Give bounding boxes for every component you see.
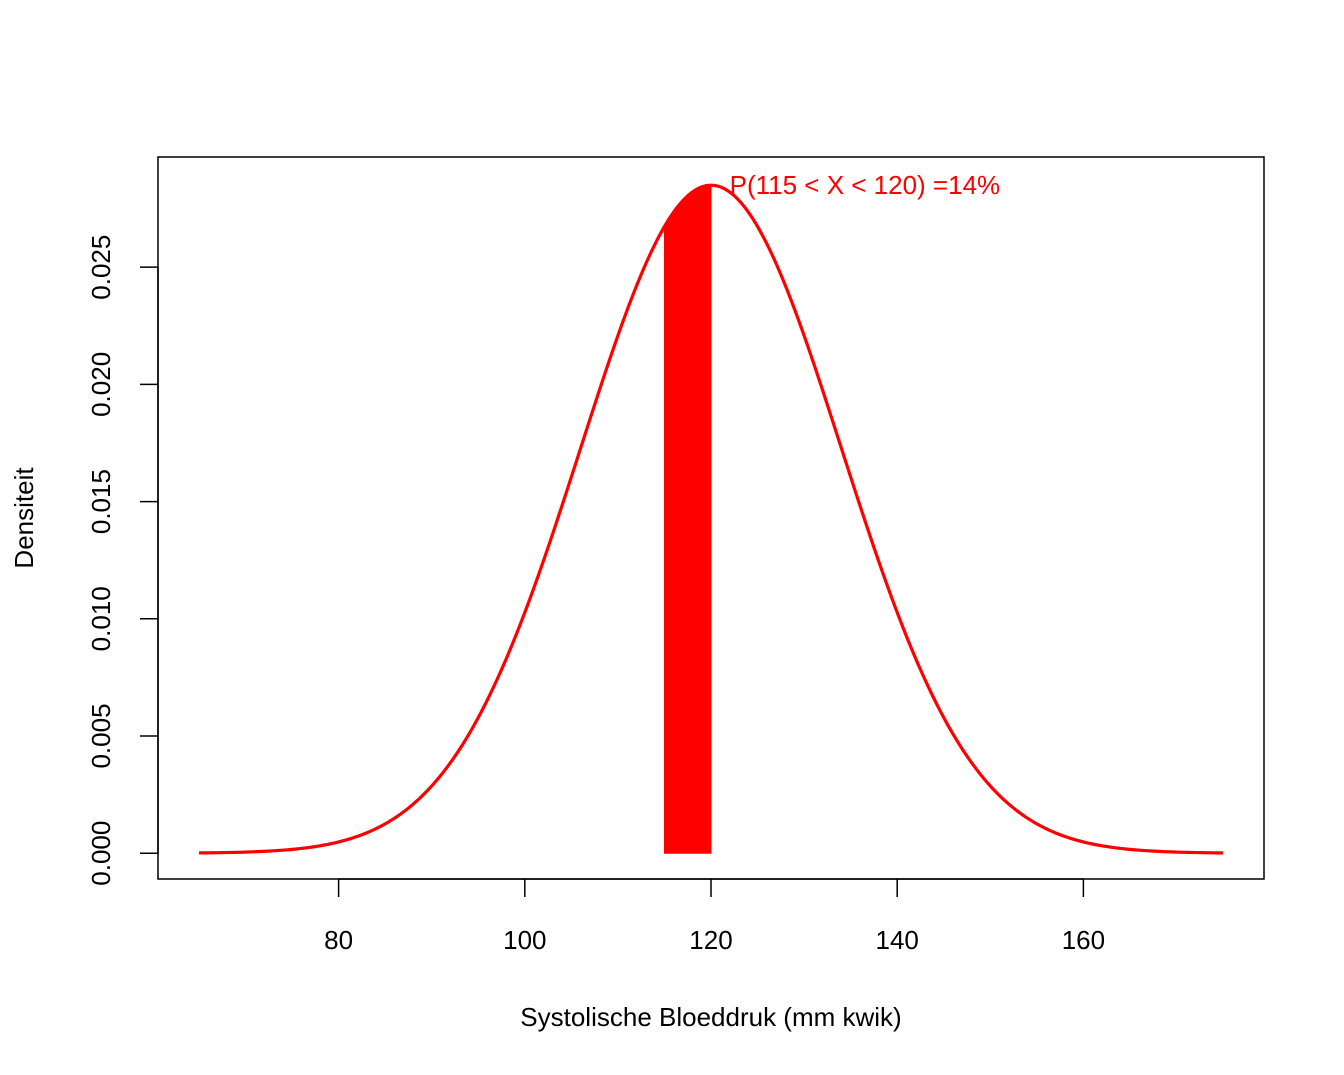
- y-tick-label: 0.025: [86, 235, 116, 300]
- y-tick-label: 0.020: [86, 352, 116, 417]
- x-axis-title: Systolische Bloeddruk (mm kwik): [520, 1002, 901, 1032]
- x-tick-label: 100: [503, 925, 546, 955]
- x-axis: 80 100 120 140 160: [324, 878, 1105, 955]
- x-tick-label: 140: [876, 925, 919, 955]
- y-tick-label: 0.015: [86, 469, 116, 534]
- y-axis-title: Densiteit: [9, 467, 39, 569]
- y-tick-label: 0.010: [86, 586, 116, 651]
- shaded-region-layer: [663, 184, 712, 854]
- x-tick-label: 160: [1062, 925, 1105, 955]
- y-tick-label: 0.000: [86, 821, 116, 886]
- curve-layer: [198, 183, 1224, 855]
- density-curve: [198, 183, 1224, 855]
- y-tick-label: 0.005: [86, 703, 116, 768]
- y-axis: 0.000 0.005 0.010 0.015 0.020 0.025: [86, 235, 159, 886]
- x-tick-label: 80: [324, 925, 353, 955]
- x-tick-label: 120: [689, 925, 732, 955]
- probability-annotation: P(115 < X < 120) =14%: [730, 170, 1001, 200]
- shaded-area: [663, 184, 712, 854]
